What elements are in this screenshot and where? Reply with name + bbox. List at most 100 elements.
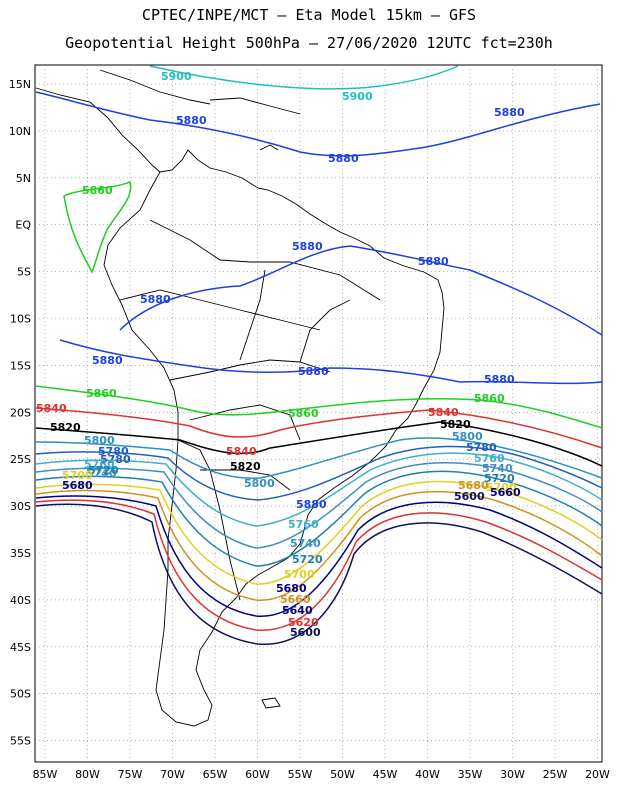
longitude-label: 60W <box>245 768 270 781</box>
contour-label: 5780 <box>100 453 131 466</box>
contour-label: 5700 <box>284 568 315 581</box>
contour-label: 5880 <box>140 293 171 306</box>
contour-label: 5820 <box>50 421 81 434</box>
map-title: CPTEC/INPE/MCT – Eta Model 15km – GFS <box>141 6 477 24</box>
contour-5820 <box>35 421 603 467</box>
longitude-label: 70W <box>160 768 185 781</box>
contour-label: 5880 <box>494 106 525 119</box>
latitude-label: 20S <box>10 406 31 419</box>
contour-label: 5880 <box>418 255 449 268</box>
contour-label: 5740 <box>482 462 513 475</box>
contour-label: 5780 <box>98 445 129 458</box>
contour-5800 <box>35 437 603 479</box>
latitude-label: 25S <box>10 453 31 466</box>
longitude-label: 75W <box>118 768 143 781</box>
latitude-label: 15N <box>9 78 31 91</box>
latitude-label: 10N <box>9 125 31 138</box>
contour-label: 5680 <box>458 479 489 492</box>
contour-5720 <box>35 470 603 567</box>
contour-label: 5720 <box>88 464 119 477</box>
latitude-labels: 15N 10N 5N EQ 5S 10S 15S 20S 25S 30S 35S 40S 45S 50S 5… <box>9 78 32 748</box>
contour-label: 5700 <box>486 481 517 494</box>
contour-5680 <box>35 489 603 601</box>
contour-5880-north <box>35 91 601 157</box>
map-subtitle: Geopotential Height 500hPa – 27/06/2020 … <box>65 34 553 52</box>
contour-label: 5860 <box>288 407 319 420</box>
longitude-label: 65W <box>203 768 228 781</box>
contour-label: 5840 <box>36 402 67 415</box>
coastline <box>35 69 445 727</box>
contour-5660 <box>35 495 603 617</box>
contour-label: 5660 <box>280 593 311 606</box>
contour-5740 <box>35 461 603 549</box>
latitude-label: 30S <box>10 500 31 513</box>
contour-label: 5840 <box>428 406 459 419</box>
contour-label: 5860 <box>86 387 117 400</box>
contour-label: 5880 <box>292 240 323 253</box>
contour-5880-south <box>59 339 603 385</box>
contour-label: 5680 <box>276 582 307 595</box>
contour-label: 5760 <box>84 458 115 471</box>
contour-5600 <box>35 503 603 645</box>
graticule <box>35 65 602 762</box>
contour-label: 5700 <box>62 469 93 482</box>
contour-label: 5880 <box>328 152 359 165</box>
contour-label: 5780 <box>466 441 497 454</box>
latitude-label: 45S <box>10 641 31 654</box>
contour-label: 5800 <box>84 434 115 447</box>
contour-label: 5880 <box>484 373 515 386</box>
contour-5840 <box>35 407 603 449</box>
contour-label: 5800 <box>452 430 483 443</box>
longitude-label: 85W <box>33 768 58 781</box>
longitude-label: 35W <box>458 768 483 781</box>
contour-label: 5720 <box>484 472 515 485</box>
contour-label: 5880 <box>92 354 123 367</box>
longitude-label: 30W <box>500 768 525 781</box>
longitude-label: 45W <box>373 768 398 781</box>
longitude-labels: 85W 80W 75W 70W 65W 60W 55W 50W 45W 40W 35W 30W 25W 2… <box>33 768 610 781</box>
latitude-label: 35S <box>10 547 31 560</box>
contour-label: 5740 <box>290 537 321 550</box>
contour-label: 5620 <box>288 616 319 629</box>
latitude-label: 15S <box>10 359 31 372</box>
latitude-label: 55S <box>10 735 31 748</box>
contour-label: 5840 <box>226 445 257 458</box>
contour-labels: 5900 5900 5880 5880 5880 5880 5880 5880 … <box>36 70 525 639</box>
contour-label: 5820 <box>440 418 471 431</box>
contour-label: 5860 <box>474 392 505 405</box>
longitude-label: 20W <box>585 768 610 781</box>
contour-label: 5800 <box>244 477 275 490</box>
longitude-label: 55W <box>288 768 313 781</box>
contour-label: 5760 <box>288 518 319 531</box>
contour-5700 <box>35 480 603 585</box>
latitude-label: 5N <box>16 172 31 185</box>
longitude-label: 50W <box>330 768 355 781</box>
contour-5860 <box>35 385 603 429</box>
latitude-label: 50S <box>10 688 31 701</box>
latitude-label: 40S <box>10 594 31 607</box>
contour-lines <box>35 65 603 645</box>
contour-label: 5900 <box>342 90 373 103</box>
contour-label: 5680 <box>62 479 93 492</box>
contour-label: 5760 <box>474 452 505 465</box>
contour-label: 5640 <box>282 604 313 617</box>
contour-5760 <box>35 452 603 527</box>
contour-label: 5600 <box>454 490 485 503</box>
contour-label: 5880 <box>176 114 207 127</box>
contour-label: 5860 <box>82 184 113 197</box>
contour-5780 <box>35 445 603 501</box>
latitude-label: EQ <box>15 219 31 232</box>
longitude-label: 25W <box>543 768 568 781</box>
latitude-label: 5S <box>17 266 31 279</box>
contour-label: 5820 <box>230 460 261 473</box>
contour-label: 5600 <box>290 626 321 639</box>
contour-5880-mid <box>119 245 603 336</box>
contour-label: 5740 <box>86 467 117 480</box>
longitude-label: 80W <box>75 768 100 781</box>
contour-label: 5900 <box>161 70 192 83</box>
contour-5860-closed <box>63 180 132 274</box>
contour-label: 5660 <box>490 486 521 499</box>
latitude-label: 10S <box>10 313 31 326</box>
longitude-label: 40W <box>415 768 440 781</box>
